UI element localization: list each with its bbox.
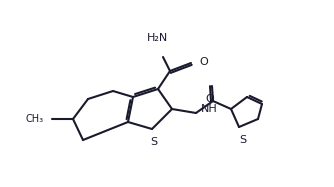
Text: CH₃: CH₃ xyxy=(26,114,44,124)
Text: S: S xyxy=(239,135,246,145)
Text: O: O xyxy=(206,94,214,104)
Text: O: O xyxy=(199,57,208,67)
Text: NH: NH xyxy=(201,104,218,114)
Text: H₂N: H₂N xyxy=(147,33,169,43)
Text: S: S xyxy=(150,137,158,147)
